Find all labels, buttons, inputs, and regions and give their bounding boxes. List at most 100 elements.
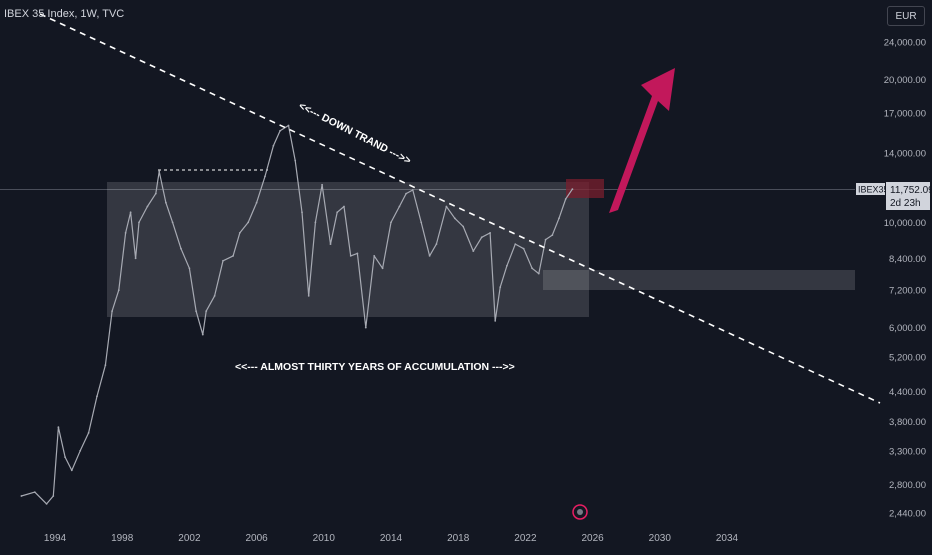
price-point [104,364,107,367]
price-point [343,205,345,208]
price-point [462,225,465,228]
price-point [279,129,281,132]
price-point [480,236,483,239]
target-zone-box [566,179,604,198]
price-point [205,310,208,312]
symbol-tag-label: IBEX35 [858,185,889,195]
price-point [111,310,113,312]
support-zone-box [543,270,855,290]
price-point [138,221,140,224]
y-axis[interactable]: 2,440.00 2,800.00 3,300.00 3,800.00 4,400.00… [884,38,926,520]
price-point [87,432,90,434]
price-point [165,201,167,204]
x-axis[interactable]: 1994 1998 2002 2006 2010 2014 2018 2022 2026 2030… [44,533,739,544]
price-point [494,320,497,322]
price-point [558,217,560,220]
price-point [514,243,517,246]
price-point [79,449,82,452]
price-point [301,211,303,214]
price-point [314,221,317,224]
price-point [255,201,258,204]
y-tick-label: 2,800.00 [889,480,926,491]
down-trendline [39,13,881,404]
price-point [287,124,290,127]
price-point [294,159,297,162]
price-point [33,491,36,493]
y-tick-label: 7,200.00 [889,286,926,297]
price-point [70,469,73,472]
price-point [213,295,216,297]
price-point [45,503,48,505]
price-tag: IBEX35 11,752.09 2d 23h [856,182,932,210]
currency-button[interactable]: EUR [887,6,925,26]
price-point [180,247,182,250]
price-point [571,188,574,191]
price-point [373,255,376,257]
price-point [264,175,266,178]
price-point [247,221,250,224]
symbol-tag [856,183,885,195]
y-tick-label: 3,800.00 [889,417,926,428]
price-point [537,272,540,275]
price-point [398,205,401,208]
x-tick-label: 2022 [514,533,537,544]
event-icon[interactable] [572,504,588,520]
up-arrow [609,68,675,213]
price-point [356,252,359,255]
event-icon-dot [577,509,583,515]
price-point [364,326,367,329]
price-point [154,192,157,195]
price-point [435,243,438,246]
price-label-box [886,182,930,210]
price-point [499,286,502,289]
price-label: 11,752.09 [890,185,932,196]
price-point [64,456,66,458]
y-tick-label: 8,400.00 [889,254,926,265]
price-point [272,144,275,147]
y-tick-label: 2,440.00 [889,509,926,520]
price-point [57,426,60,429]
y-tick-label: 6,000.00 [889,323,926,334]
y-tick-label: 5,200.00 [889,353,926,364]
price-point [522,247,525,250]
price-point [129,211,132,214]
price-point [551,234,554,237]
countdown-label: 2d 23h [890,198,921,209]
price-line [20,124,574,505]
y-tick-label: 14,000.00 [884,149,926,160]
x-tick-label: 2006 [245,533,268,544]
chart-header-title: IBEX 35 Index, 1W, TVC [4,8,125,20]
price-point [124,232,127,234]
price-point [307,295,310,297]
price-point [531,267,533,270]
price-point [411,189,414,191]
price-point [506,264,508,267]
price-point [188,267,191,270]
price-point [195,310,198,312]
y-tick-label: 4,400.00 [889,387,926,398]
price-point [544,238,547,241]
price-point [222,259,224,262]
price-point [349,255,352,257]
x-tick-label: 2034 [716,533,739,544]
price-point [445,205,448,208]
price-point [171,221,174,224]
price-point [405,192,407,195]
price-point [321,183,323,186]
y-tick-label: 24,000.00 [884,38,926,49]
x-tick-label: 2014 [380,533,403,544]
x-tick-label: 1994 [44,533,67,544]
price-point [201,333,204,336]
price-point [117,289,120,291]
price-point [52,495,55,497]
price-point [134,257,137,260]
x-tick-label: 2010 [313,533,336,544]
x-tick-label: 2002 [178,533,201,544]
price-point [564,198,567,200]
y-tick-label: 3,300.00 [889,446,926,457]
y-tick-label: 17,000.00 [884,109,926,120]
price-point [20,495,23,497]
